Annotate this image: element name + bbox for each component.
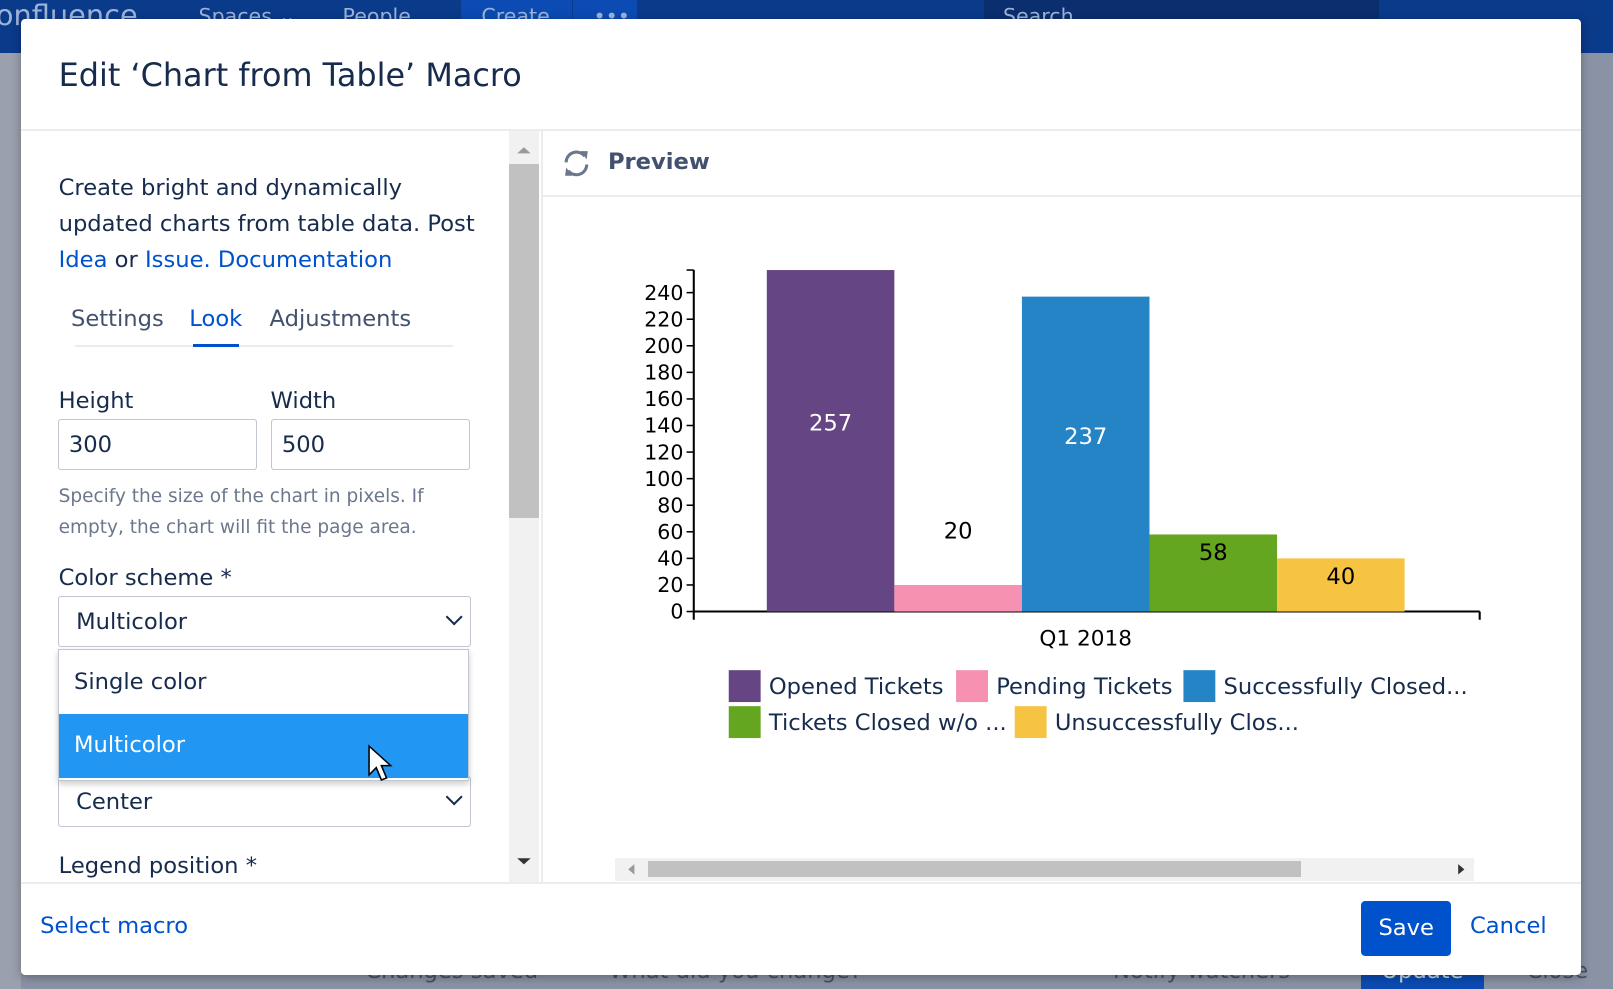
tab-settings[interactable]: Settings (70, 305, 164, 332)
description: Create bright and dynamically updated ch… (59, 170, 481, 278)
legend-swatch (1014, 705, 1047, 738)
data-label: 257 (809, 410, 852, 436)
y-tick-label: 20 (657, 573, 683, 597)
legend-swatch (728, 669, 761, 702)
y-tick-label: 0 (670, 599, 683, 623)
scrollbar-thumb[interactable] (509, 163, 540, 519)
scrollbar-thumb[interactable] (648, 861, 1302, 878)
tab-underline (75, 344, 453, 347)
description-text: Create bright and dynamically updated ch… (58, 174, 475, 237)
size-help-text: Specify the size of the chart in pixels.… (58, 486, 424, 539)
background-page (0, 53, 21, 989)
legend-swatch (955, 669, 988, 702)
y-tick-label: 100 (644, 466, 683, 490)
tab-look[interactable]: Look (189, 305, 243, 332)
bar-2 (1021, 296, 1150, 612)
settings-panel: Create bright and dynamically updated ch… (21, 131, 542, 882)
bar-chart: 0204060801001201401601802002202402572023… (644, 268, 1481, 738)
idea-link[interactable]: Idea (58, 246, 108, 273)
y-tick-label: 80 (657, 493, 683, 517)
bar-0 (766, 269, 894, 612)
alignment-value: Center (76, 788, 153, 815)
mouse-cursor-icon (368, 744, 393, 781)
cancel-button[interactable]: Cancel (1470, 913, 1547, 940)
bar-3 (1149, 533, 1277, 612)
divider (20, 881, 1582, 884)
y-tick-label: 140 (644, 413, 683, 437)
data-label: 20 (943, 518, 972, 544)
select-macro-link[interactable]: Select macro (40, 913, 189, 940)
y-tick-label: 200 (644, 334, 683, 358)
macro-dialog: Edit ‘Chart from Table’ Macro Create bri… (20, 18, 1582, 976)
legend-label: Opened Tickets (768, 673, 943, 699)
horizontal-scrollbar[interactable] (615, 857, 1475, 881)
divider (20, 128, 1582, 131)
preview-title: Preview (607, 149, 710, 176)
x-tick-label: Q1 2018 (1039, 626, 1132, 651)
dialog-title: Edit ‘Chart from Table’ Macro (58, 55, 522, 94)
bar-1 (893, 584, 1022, 612)
legend-position-label: Legend position * (58, 852, 258, 879)
or-text: or (114, 246, 138, 273)
option-multicolor[interactable]: Multicolor (58, 713, 469, 778)
y-tick-label: 120 (644, 440, 683, 464)
y-tick-label: 220 (644, 307, 683, 331)
data-label: 40 (1326, 564, 1355, 590)
y-tick-label: 160 (644, 387, 683, 411)
width-label: Width (270, 387, 337, 414)
data-label: 237 (1064, 423, 1107, 449)
preview-header: Preview (543, 131, 1582, 198)
width-input[interactable]: 500 (270, 418, 471, 471)
vertical-scrollbar[interactable] (509, 130, 540, 882)
bar-4 (1276, 557, 1405, 612)
refresh-icon[interactable] (561, 148, 592, 179)
y-tick-label: 180 (644, 360, 683, 384)
tab-adjustments[interactable]: Adjustments (269, 305, 412, 332)
option-single-color[interactable]: Single color (74, 668, 207, 695)
color-scheme-value: Multicolor (76, 608, 188, 635)
color-scheme-select[interactable]: Multicolor (57, 595, 472, 648)
legend-swatch (1182, 669, 1215, 702)
y-tick-label: 40 (657, 546, 683, 570)
data-label: 58 (1198, 540, 1227, 566)
height-input[interactable]: 300 (57, 418, 258, 471)
scroll-down-icon[interactable] (509, 851, 539, 872)
legend-label: Pending Tickets (996, 673, 1172, 699)
y-tick-label: 240 (644, 280, 683, 304)
active-tab-indicator (193, 343, 239, 347)
documentation-link[interactable]: Documentation (217, 246, 393, 273)
legend-label: Successfully Closed... (1223, 673, 1467, 699)
scroll-up-icon[interactable] (509, 139, 539, 160)
height-label: Height (58, 387, 134, 414)
color-scheme-label: Color scheme * (58, 564, 232, 591)
legend-label: Unsuccessfully Clos... (1054, 709, 1298, 735)
divider (541, 130, 544, 882)
scroll-right-icon[interactable] (1451, 858, 1472, 881)
y-tick-label: 60 (657, 520, 683, 544)
legend-swatch (728, 705, 761, 738)
save-button[interactable]: Save (1360, 901, 1452, 956)
issue-link[interactable]: Issue. (145, 246, 211, 273)
scroll-left-icon[interactable] (621, 858, 642, 881)
legend-label: Tickets Closed w/o ... (767, 709, 1006, 735)
color-scheme-dropdown: Single color Multicolor (57, 649, 470, 781)
